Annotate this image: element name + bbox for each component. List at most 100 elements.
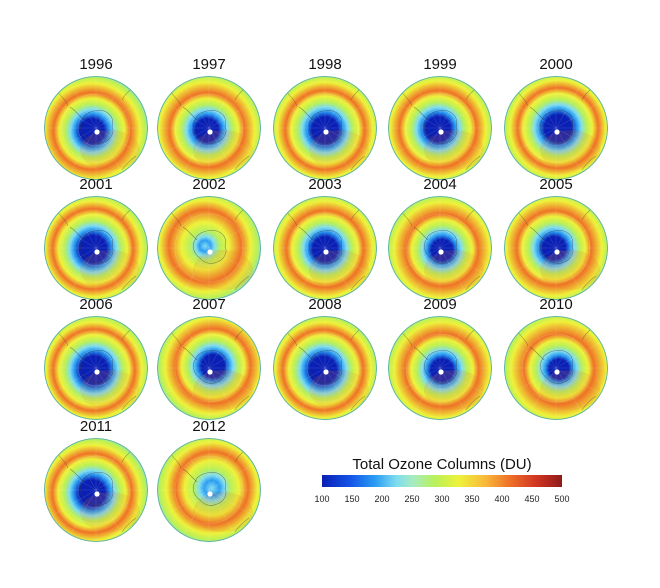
latitude-line [537, 109, 575, 147]
latitude-line [77, 109, 115, 147]
globe-rim [504, 316, 608, 420]
meridian-line [279, 221, 371, 275]
ozone-field [44, 76, 148, 180]
latitude-line [290, 213, 360, 283]
south-america-coast [170, 331, 182, 347]
ozone-field [504, 76, 608, 180]
globe-rim [388, 316, 492, 420]
antarctica-coastline [423, 230, 458, 264]
latitude-line [521, 213, 591, 283]
south-america-coast [517, 211, 529, 227]
antarctic-ozone-globe [504, 76, 608, 180]
antarctic-peninsula [182, 226, 198, 241]
meridian-line [50, 221, 142, 275]
latitude-line [306, 229, 344, 267]
australia-coast [581, 155, 597, 171]
africa-coast [350, 329, 360, 341]
meridian-line [279, 341, 371, 395]
meridian-line [529, 202, 583, 294]
australia-coast [465, 275, 481, 291]
meridian-line [413, 202, 467, 294]
meridian-line [50, 101, 142, 155]
australia-coast [234, 395, 250, 411]
south-pole-marker [323, 249, 329, 255]
antarctica-coastline [192, 110, 227, 144]
globe-rim [44, 76, 148, 180]
meridian-line [69, 202, 123, 294]
antarctic-peninsula [298, 346, 314, 361]
meridian-line [394, 101, 486, 155]
africa-coast [465, 89, 475, 101]
meridian-line [394, 221, 486, 275]
south-america-coast [401, 91, 413, 107]
australia-coast [350, 155, 366, 171]
meridian-line [69, 322, 123, 414]
meridian-line [163, 221, 255, 275]
africa-coast [234, 89, 244, 101]
antarctic-peninsula [413, 106, 429, 121]
globe-rim [388, 76, 492, 180]
latitude-line [290, 93, 360, 163]
meridian-line [510, 341, 602, 395]
latitude-line [190, 109, 228, 147]
meridian-line [529, 82, 583, 174]
year-label: 2006 [79, 296, 113, 313]
meridian-line [279, 101, 371, 155]
antarctic-ozone-globe [388, 76, 492, 180]
south-pole-marker [554, 249, 560, 255]
australia-coast [234, 517, 250, 533]
antarctic-ozone-globe [273, 76, 377, 180]
meridian-line [529, 82, 583, 174]
africa-coast [350, 209, 360, 221]
meridian-line [50, 341, 142, 395]
australia-coast [350, 275, 366, 291]
high-ozone-lobe [309, 250, 369, 290]
legend-tick-label: 450 [524, 494, 540, 504]
latitude-line [77, 229, 115, 267]
ozone-field [504, 196, 608, 300]
ozone-map-panel-2008: 2008 [273, 296, 377, 426]
australia-coast [121, 517, 137, 533]
antarctica-coastline [192, 472, 227, 506]
australia-coast [465, 155, 481, 171]
africa-coast [350, 89, 360, 101]
high-ozone-lobe [80, 370, 140, 410]
south-pole-marker [94, 491, 100, 497]
ozone-map-panel-2005: 2005 [504, 176, 608, 306]
high-ozone-lobe [80, 250, 140, 290]
globe-rim [44, 316, 148, 420]
meridian-line [69, 322, 123, 414]
south-pole-marker [554, 369, 560, 375]
meridian-line [413, 82, 467, 174]
latitude-line [521, 93, 591, 163]
meridian-line [163, 341, 255, 395]
globe-rim [157, 438, 261, 542]
south-pole-marker [94, 129, 100, 135]
ozone-field [504, 316, 608, 420]
africa-coast [121, 209, 131, 221]
ozone-map-panel-1998: 1998 [273, 56, 377, 186]
antarctic-ozone-globe [44, 76, 148, 180]
antarctic-peninsula [182, 346, 198, 361]
high-ozone-lobe [80, 492, 140, 532]
legend-color-bar [322, 475, 562, 487]
africa-coast [234, 451, 244, 463]
south-america-coast [170, 453, 182, 469]
south-pole-marker [438, 249, 444, 255]
antarctic-ozone-globe [157, 438, 261, 542]
australia-coast [121, 275, 137, 291]
meridian-line [510, 101, 602, 155]
year-label: 2008 [308, 296, 342, 313]
meridian-line [298, 322, 352, 414]
latitude-line [174, 455, 244, 525]
antarctic-ozone-globe [273, 316, 377, 420]
latitude-line [405, 213, 475, 283]
globe-rim [273, 76, 377, 180]
legend-title: Total Ozone Columns (DU) [352, 456, 532, 473]
ozone-map-panel-1997: 1997 [157, 56, 261, 186]
antarctic-ozone-globe [44, 438, 148, 542]
meridian-line [298, 322, 352, 414]
meridian-line [298, 202, 352, 294]
antarctica-coastline [192, 350, 227, 384]
south-pole-marker [207, 129, 213, 135]
